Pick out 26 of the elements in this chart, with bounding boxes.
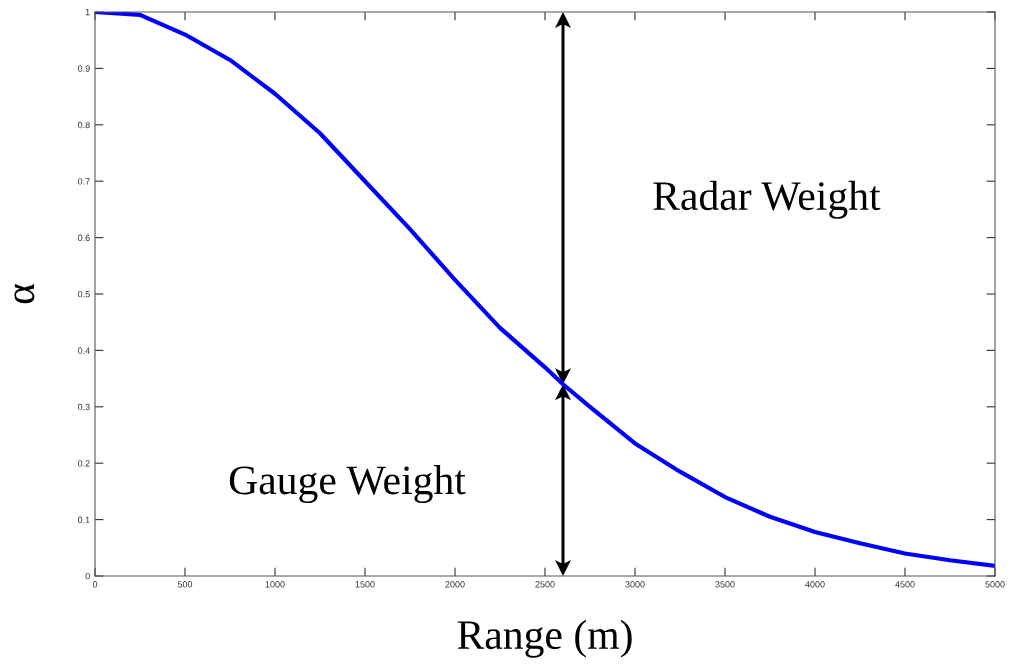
x-tick-label: 5000: [985, 581, 1005, 588]
annotation: Gauge Weight: [229, 465, 466, 504]
y-tick-label: 0.6: [77, 234, 90, 241]
y-tick-label: 0: [85, 572, 90, 580]
x-tick-label: 3000: [625, 581, 645, 588]
x-tick-label: 0: [92, 581, 98, 588]
x-tick-label: 4000: [805, 581, 825, 588]
x-tick-label: 500: [177, 581, 193, 588]
x-tick-label: 3500: [715, 581, 735, 588]
y-tick-label: 0.4: [77, 347, 90, 354]
x-tick-label: 1000: [265, 581, 285, 588]
annotation: Radar Weight: [653, 180, 881, 219]
y-tick-label: 0.8: [77, 121, 90, 129]
x-tick-label: 4500: [895, 581, 915, 588]
x-tick-label: 2500: [535, 581, 555, 588]
y-tick-label: 0.7: [77, 178, 90, 185]
y-tick-label: 0.5: [77, 290, 90, 298]
y-tick-label: 1: [85, 9, 90, 16]
y-tick-label: 0.2: [77, 460, 90, 467]
x-axis-title: Range (m): [457, 619, 632, 658]
x-tick-label: 2000: [445, 581, 465, 588]
y-tick-label: 0.9: [77, 65, 90, 72]
y-tick-label: 0.1: [77, 516, 90, 523]
x-tick-label: 1500: [355, 581, 375, 588]
y-tick-label: 0.3: [77, 403, 90, 411]
y-axis-title: α: [14, 284, 35, 304]
